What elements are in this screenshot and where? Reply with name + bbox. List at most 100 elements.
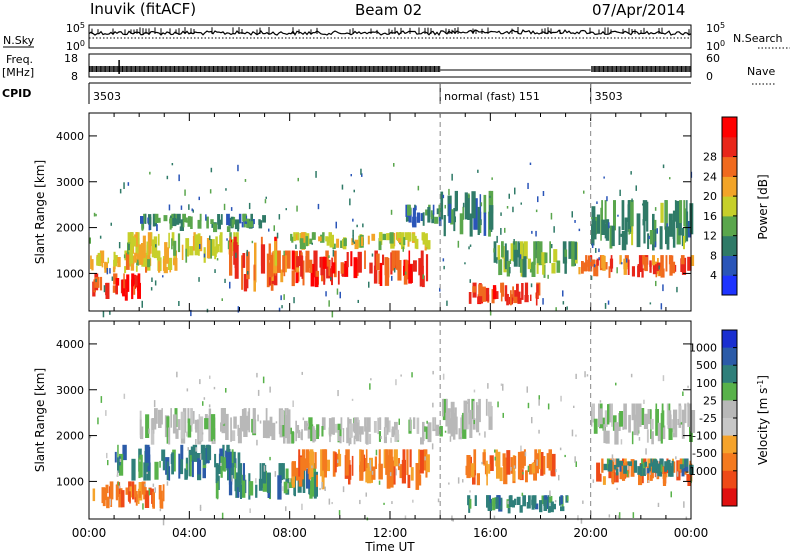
heat-cell bbox=[199, 236, 203, 252]
heat-scatter bbox=[451, 173, 453, 181]
heat-cell bbox=[228, 481, 233, 496]
heat-cell bbox=[537, 449, 541, 470]
heat-cell bbox=[295, 467, 300, 481]
heat-scatter bbox=[256, 372, 258, 378]
heat-scatter bbox=[469, 490, 471, 493]
heat-cell bbox=[642, 200, 648, 222]
heat-cell bbox=[385, 427, 387, 437]
heat-cell bbox=[681, 257, 687, 275]
heat-cell bbox=[608, 266, 611, 278]
heat-scatter bbox=[527, 465, 530, 472]
heat-cell bbox=[94, 277, 99, 288]
heat-scatter bbox=[287, 483, 289, 490]
heat-cell bbox=[154, 408, 158, 424]
heat-scatter bbox=[398, 418, 400, 425]
heat-cell bbox=[231, 463, 234, 479]
heat-cell bbox=[238, 213, 242, 224]
x-tick-label: 08:00 bbox=[272, 526, 307, 540]
heat-scatter bbox=[660, 303, 663, 310]
heat-cell bbox=[478, 398, 481, 423]
heat-scatter bbox=[244, 179, 247, 182]
heat-cell bbox=[206, 238, 211, 259]
heat-cell bbox=[307, 463, 310, 474]
heat-cell bbox=[636, 213, 641, 248]
heat-scatter bbox=[496, 235, 498, 243]
heat-scatter bbox=[375, 449, 378, 456]
heat-scatter bbox=[356, 224, 358, 228]
heat-cell bbox=[643, 220, 646, 244]
heat-cell bbox=[604, 223, 608, 239]
heat-scatter bbox=[449, 408, 451, 412]
heat-cell bbox=[403, 259, 406, 276]
heat-scatter bbox=[448, 482, 450, 485]
heat-cell bbox=[236, 232, 239, 247]
heat-cell bbox=[173, 213, 176, 222]
heat-cell bbox=[122, 444, 127, 461]
heat-cell bbox=[237, 487, 240, 498]
heat-scatter bbox=[352, 229, 354, 237]
heat-cell bbox=[422, 421, 425, 442]
heat-cell bbox=[197, 233, 201, 246]
heat-scatter bbox=[170, 215, 172, 218]
heat-cell bbox=[288, 478, 294, 488]
heat-scatter bbox=[432, 402, 434, 408]
heat-scatter bbox=[205, 214, 207, 221]
heat-cell bbox=[478, 284, 483, 297]
heat-scatter bbox=[426, 420, 428, 424]
heat-cell bbox=[671, 460, 674, 471]
colorbar-tick-label: 12 bbox=[703, 230, 717, 243]
heat-cell bbox=[233, 416, 237, 429]
heat-cell bbox=[436, 208, 439, 215]
heat-cell bbox=[378, 431, 381, 442]
nsky-scale-bottom: 100 bbox=[66, 39, 85, 53]
heat-scatter bbox=[627, 465, 629, 470]
heat-scatter bbox=[530, 283, 533, 288]
heat-scatter bbox=[510, 467, 512, 471]
heat-cell bbox=[284, 255, 287, 273]
heat-cell bbox=[385, 425, 389, 435]
heat-cell bbox=[395, 232, 398, 240]
heat-scatter bbox=[562, 290, 564, 297]
nsearch-label: N.Search bbox=[733, 32, 783, 45]
heat-cell bbox=[602, 476, 606, 485]
time-axis-label: Time UT bbox=[364, 540, 415, 554]
heat-scatter bbox=[462, 479, 464, 483]
heat-scatter bbox=[608, 514, 611, 518]
heat-cell bbox=[244, 479, 247, 494]
x-tick-label: 00:00 bbox=[72, 526, 107, 540]
colorbar-swatch bbox=[722, 156, 737, 177]
heat-cell bbox=[197, 458, 201, 475]
heat-cell bbox=[134, 252, 137, 263]
heat-cell bbox=[538, 241, 543, 266]
heat-cell bbox=[609, 225, 613, 249]
heat-scatter bbox=[231, 475, 233, 482]
heat-cell bbox=[146, 241, 149, 256]
heat-cell bbox=[420, 437, 424, 445]
heat-cell bbox=[325, 459, 330, 472]
heat-cell bbox=[531, 495, 534, 507]
heat-cell bbox=[232, 451, 236, 468]
heat-scatter bbox=[195, 447, 197, 452]
heat-cell bbox=[223, 457, 226, 472]
heat-cell bbox=[142, 235, 146, 259]
heat-scatter bbox=[153, 400, 156, 408]
heat-cell bbox=[495, 449, 498, 467]
heat-scatter bbox=[406, 219, 408, 222]
heat-cell bbox=[191, 411, 195, 424]
heat-cell bbox=[366, 426, 369, 445]
heat-cell bbox=[595, 260, 599, 277]
heat-scatter bbox=[139, 459, 141, 462]
heat-scatter bbox=[519, 254, 522, 259]
heat-scatter bbox=[494, 497, 496, 505]
heat-cell bbox=[539, 500, 543, 513]
heat-scatter bbox=[669, 177, 671, 180]
heat-cell bbox=[187, 418, 192, 438]
heat-cell bbox=[295, 234, 298, 240]
heat-cell bbox=[614, 422, 619, 445]
heat-cell bbox=[283, 254, 286, 277]
heat-cell bbox=[619, 465, 622, 472]
heat-cell bbox=[160, 498, 164, 509]
heat-cell bbox=[398, 238, 401, 243]
heat-cell bbox=[293, 251, 297, 273]
heat-scatter bbox=[437, 498, 440, 503]
